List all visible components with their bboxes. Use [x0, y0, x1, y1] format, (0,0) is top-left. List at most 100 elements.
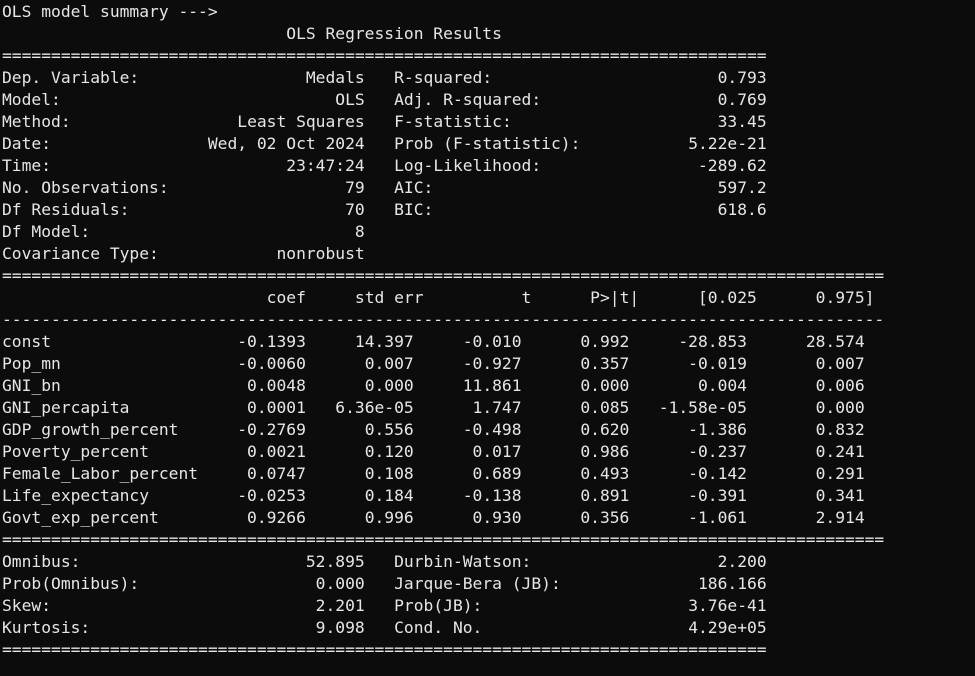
summary-right-label: Log-Likelihood: [394, 156, 600, 175]
summary-right-value: 0.769 [599, 90, 767, 109]
p-value: 0.357 [521, 354, 630, 373]
table-row: const -0.1393 14.397 -0.010 0.992 -28.85… [2, 331, 975, 353]
p-value: 0.000 [521, 376, 630, 395]
prompt-line: OLS model summary ---> [2, 2, 218, 21]
t-value: -0.010 [413, 332, 522, 351]
coef-value: 0.0001 [198, 398, 306, 417]
ci-low-value: -1.58e-05 [629, 398, 747, 417]
coef-header-pad [2, 288, 267, 307]
summary-left-value: Wed, 02 Oct 2024 [207, 134, 365, 153]
t-value: 11.861 [413, 376, 522, 395]
summary-left-value: 8 [207, 222, 365, 241]
summary-row: Df Model: 8 [2, 221, 975, 243]
table-row: GDP_growth_percent -0.2769 0.556 -0.498 … [2, 419, 975, 441]
diagnostics-row: Kurtosis: 9.098 Cond. No. 4.29e+05 [2, 617, 975, 639]
summary-row: Model: OLS Adj. R-squared: 0.769 [2, 89, 975, 111]
summary-left-label: Time: [2, 156, 208, 175]
coef-var-name: Poverty_percent [2, 442, 199, 461]
summary-right-value: -289.62 [599, 156, 767, 175]
summary-left-value: 70 [207, 200, 365, 219]
summary-right-label: Prob (F-statistic): [394, 134, 600, 153]
coef-header: [0.025 [639, 288, 757, 307]
summary-left-value: nonrobust [207, 244, 365, 263]
summary-right-value: 0.793 [599, 68, 767, 87]
coef-value: 0.0747 [198, 464, 306, 483]
t-value: 0.689 [413, 464, 522, 483]
std-err-value: 0.108 [305, 464, 414, 483]
std-err-value: 0.184 [305, 486, 414, 505]
results-title: OLS Regression Results [2, 23, 975, 45]
summary-left-label: Df Model: [2, 222, 208, 241]
summary-right-value: 5.22e-21 [599, 134, 767, 153]
coef-value: 0.0048 [198, 376, 306, 395]
coef-var-name: Pop_mn [2, 354, 199, 373]
summary-right-label: R-squared: [394, 68, 600, 87]
coef-var-name: Life_expectancy [2, 486, 199, 505]
summary-left-label: Date: [2, 134, 208, 153]
diagnostics-row: Prob(Omnibus): 0.000 Jarque-Bera (JB): 1… [2, 573, 975, 595]
coef-value: 0.9266 [198, 508, 306, 527]
coef-header: 0.975] [756, 288, 875, 307]
results-title-text: OLS Regression Results [286, 24, 502, 43]
t-value: 0.930 [413, 508, 522, 527]
summary-left-value: Least Squares [207, 112, 365, 131]
diagnostics-row: Skew: 2.201 Prob(JB): 3.76e-41 [2, 595, 975, 617]
coef-var-name: GNI_percapita [2, 398, 199, 417]
std-err-value: 0.120 [305, 442, 414, 461]
ci-high-value: 0.241 [747, 442, 865, 461]
t-value: 0.017 [413, 442, 522, 461]
ci-high-value: 28.574 [747, 332, 865, 351]
coef-var-name: GDP_growth_percent [2, 420, 199, 439]
table-row: GNI_percapita 0.0001 6.36e-05 1.747 0.08… [2, 397, 975, 419]
summary-row: No. Observations: 79 AIC: 597.2 [2, 177, 975, 199]
coef-header: coef [266, 288, 306, 307]
coef-var-name: GNI_bn [2, 376, 199, 395]
divider-equals: ========================================… [2, 640, 767, 659]
summary-left-label: Method: [2, 112, 208, 131]
divider-dashes: ----------------------------------------… [2, 310, 885, 329]
p-value: 0.493 [521, 464, 630, 483]
summary-left-label: No. Observations: [2, 178, 208, 197]
divider-equals: ========================================… [2, 530, 885, 549]
table-row: Govt_exp_percent 0.9266 0.996 0.930 0.35… [2, 507, 975, 529]
console-output: OLS model summary ---> OLS Regression Re… [2, 2, 975, 659]
diagnostics-right-value: 3.76e-41 [599, 596, 767, 615]
p-value: 0.085 [521, 398, 630, 417]
std-err-value: 0.996 [305, 508, 414, 527]
ci-high-value: 0.007 [747, 354, 865, 373]
table-row: GNI_bn 0.0048 0.000 11.861 0.000 0.004 0… [2, 375, 975, 397]
ci-high-value: 0.291 [747, 464, 865, 483]
summary-row: Dep. Variable: Medals R-squared: 0.793 [2, 67, 975, 89]
t-value: -0.927 [413, 354, 522, 373]
summary-left-label: Dep. Variable: [2, 68, 208, 87]
coef-header: std err [305, 288, 424, 307]
ci-high-value: 0.341 [747, 486, 865, 505]
diagnostics-left-label: Kurtosis: [2, 618, 208, 637]
diagnostics-right-label: Prob(JB): [394, 596, 600, 615]
p-value: 0.891 [521, 486, 630, 505]
diagnostics-right-label: Durbin-Watson: [394, 552, 600, 571]
std-err-value: 0.556 [305, 420, 414, 439]
summary-right-label: Adj. R-squared: [394, 90, 600, 109]
table-row: Poverty_percent 0.0021 0.120 0.017 0.986… [2, 441, 975, 463]
p-value: 0.986 [521, 442, 630, 461]
summary-row: Df Residuals: 70 BIC: 618.6 [2, 199, 975, 221]
ci-high-value: 0.000 [747, 398, 865, 417]
summary-row: Date: Wed, 02 Oct 2024 Prob (F-statistic… [2, 133, 975, 155]
diagnostics-left-value: 2.201 [207, 596, 365, 615]
diagnostics-right-value: 4.29e+05 [599, 618, 767, 637]
ci-low-value: -0.019 [629, 354, 747, 373]
summary-left-value: 79 [207, 178, 365, 197]
diagnostics-left-label: Omnibus: [2, 552, 208, 571]
diagnostics-row: Omnibus: 52.895 Durbin-Watson: 2.200 [2, 551, 975, 573]
diagnostics-left-label: Prob(Omnibus): [2, 574, 208, 593]
diagnostics-left-value: 9.098 [207, 618, 365, 637]
ci-low-value: -0.391 [629, 486, 747, 505]
diagnostics-left-label: Skew: [2, 596, 208, 615]
coef-value: 0.0021 [198, 442, 306, 461]
coef-header-row: coef std err t P>|t| [0.025 0.975] [2, 287, 975, 309]
summary-right-label: AIC: [394, 178, 600, 197]
summary-left-value: 23:47:24 [207, 156, 365, 175]
summary-row: Method: Least Squares F-statistic: 33.45 [2, 111, 975, 133]
summary-right-value: 33.45 [599, 112, 767, 131]
